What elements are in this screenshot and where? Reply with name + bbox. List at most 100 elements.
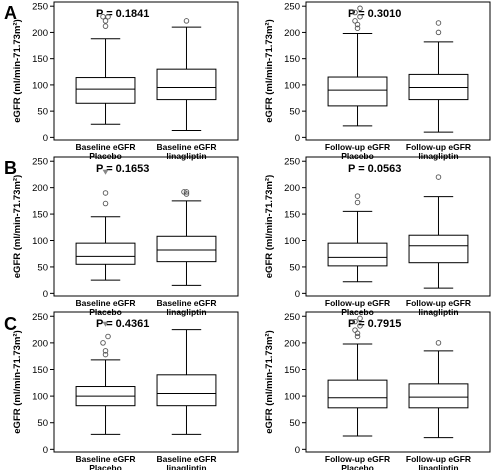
y-tick-label: 100: [32, 236, 48, 247]
outlier-point: [183, 18, 190, 24]
plot-frame: [53, 156, 239, 297]
p-value-annotation: P = 0.3010: [348, 8, 401, 20]
iqr-box: [327, 76, 388, 107]
box-2: [156, 329, 217, 435]
outlier-point: [102, 18, 109, 24]
outlier-point: [357, 13, 363, 20]
x-category-label: linagliptin: [418, 463, 458, 470]
x-category-label: Placebo: [89, 463, 122, 470]
x-category-label: Baseline eGFR: [76, 142, 136, 152]
y-tick-label: 150: [284, 54, 300, 65]
outlier-point: [357, 315, 363, 322]
y-tick-label: 50: [37, 262, 48, 273]
box-2: [156, 189, 217, 286]
y-tick-label: 150: [32, 54, 48, 65]
outlier-point: [352, 18, 358, 24]
outlier-extreme: [102, 321, 109, 327]
y-tick-label: 200: [32, 28, 48, 39]
y-axis-label: eGFR (ml/min-71.73m²): [264, 175, 275, 278]
y-tick-label: 0: [295, 133, 300, 144]
x-category-label: Placebo: [341, 151, 374, 161]
outlier-point: [102, 200, 109, 207]
x-category-label: Follow-up eGFR: [406, 454, 471, 464]
outlier-point: [354, 25, 361, 31]
x-category-label: linagliptin: [418, 151, 458, 161]
x-category-label: Baseline eGFR: [156, 298, 216, 308]
y-tick-label: 200: [32, 338, 48, 349]
outlier-point: [352, 318, 358, 325]
y-tick-label: 150: [32, 210, 48, 221]
y-tick-label: 200: [284, 28, 300, 39]
outlier-point: [354, 199, 361, 206]
p-value-annotation: P = 0.7915: [348, 318, 401, 330]
y-tick-label: 100: [32, 80, 48, 91]
x-category-label: Follow-up eGFR: [325, 142, 390, 152]
box-1: [327, 5, 388, 127]
row-label-a: A: [4, 3, 17, 23]
outlier-point: [102, 23, 109, 29]
box-2: [408, 340, 469, 439]
outlier-point: [354, 333, 361, 340]
panel-c-left: 0 50 100 150 200 250 eGFR (ml/min-71.73m²) P = …: [12, 311, 239, 470]
outlier-point: [435, 340, 442, 346]
outlier-point: [354, 193, 361, 199]
y-tick-label: 100: [284, 236, 300, 247]
iqr-box: [327, 242, 388, 267]
row-label-c: C: [4, 314, 17, 334]
box-2: [408, 20, 469, 133]
outlier-point: [102, 351, 109, 358]
y-tick-label: 250: [32, 312, 48, 323]
y-tick-label: 0: [43, 133, 48, 144]
y-tick-label: 0: [43, 445, 48, 456]
outlier-point: [183, 189, 190, 195]
y-tick-label: 50: [289, 107, 300, 118]
y-axis-label: eGFR (ml/min-71.73m²): [264, 19, 275, 122]
panel-a-right: 0 50 100 150 200 250 eGFR (ml/min-71.73m²) P = …: [264, 1, 491, 161]
plot-frame: [305, 311, 491, 453]
y-tick-label: 50: [289, 418, 300, 429]
y-axis-label: eGFR (ml/min-71.73m²): [264, 330, 275, 433]
outlier-point: [435, 174, 442, 180]
box-2: [408, 174, 469, 289]
row-label-b: B: [4, 158, 17, 178]
y-axis-label: eGFR (ml/min-71.73m²): [12, 330, 23, 433]
y-tick-label: 250: [32, 2, 48, 13]
y-tick-label: 150: [32, 365, 48, 376]
p-value-annotation: P = 0.1653: [96, 163, 149, 175]
box-1: [75, 169, 136, 281]
panel-a-left: 0 50 100 150 200 250 eGFR (ml/min-71.73m²) P = …: [12, 1, 239, 161]
y-tick-label: 50: [37, 418, 48, 429]
y-tick-label: 250: [284, 2, 300, 13]
x-category-label: Follow-up eGFR: [406, 142, 471, 152]
outlier-point: [102, 190, 109, 196]
panel-b-left: 0 50 100 150 200 250 eGFR (ml/min-71.73m²) P = …: [12, 156, 239, 317]
outlier-point: [105, 13, 111, 20]
y-tick-label: 200: [284, 338, 300, 349]
x-category-label: Placebo: [89, 151, 122, 161]
y-tick-label: 100: [284, 80, 300, 91]
plot-frame: [53, 311, 239, 453]
outlier-point: [435, 20, 442, 26]
x-category-label: Baseline eGFR: [76, 298, 136, 308]
y-tick-label: 200: [32, 183, 48, 194]
outlier-point: [354, 21, 361, 28]
iqr-box: [408, 73, 469, 101]
iqr-box: [408, 234, 469, 264]
p-value-annotation: P = 0.0563: [348, 163, 401, 175]
outlier-extreme: [102, 169, 109, 175]
y-tick-label: 0: [295, 289, 300, 300]
iqr-box: [156, 235, 217, 263]
panel-b-right: 0 50 100 150 200 250 eGFR (ml/min-71.73m²) P = …: [264, 156, 491, 317]
y-tick-label: 0: [43, 289, 48, 300]
plot-frame: [53, 1, 239, 141]
iqr-box: [327, 379, 388, 409]
plot-frame: [305, 156, 491, 297]
iqr-box: [75, 77, 136, 104]
box-1: [75, 13, 136, 125]
box-1: [75, 321, 136, 435]
y-tick-label: 250: [284, 312, 300, 323]
p-value-annotation: P = 0.1841: [96, 8, 149, 20]
y-tick-label: 200: [284, 183, 300, 194]
panel-c-right: 0 50 100 150 200 250 eGFR (ml/min-71.73m²) P = …: [264, 311, 491, 470]
